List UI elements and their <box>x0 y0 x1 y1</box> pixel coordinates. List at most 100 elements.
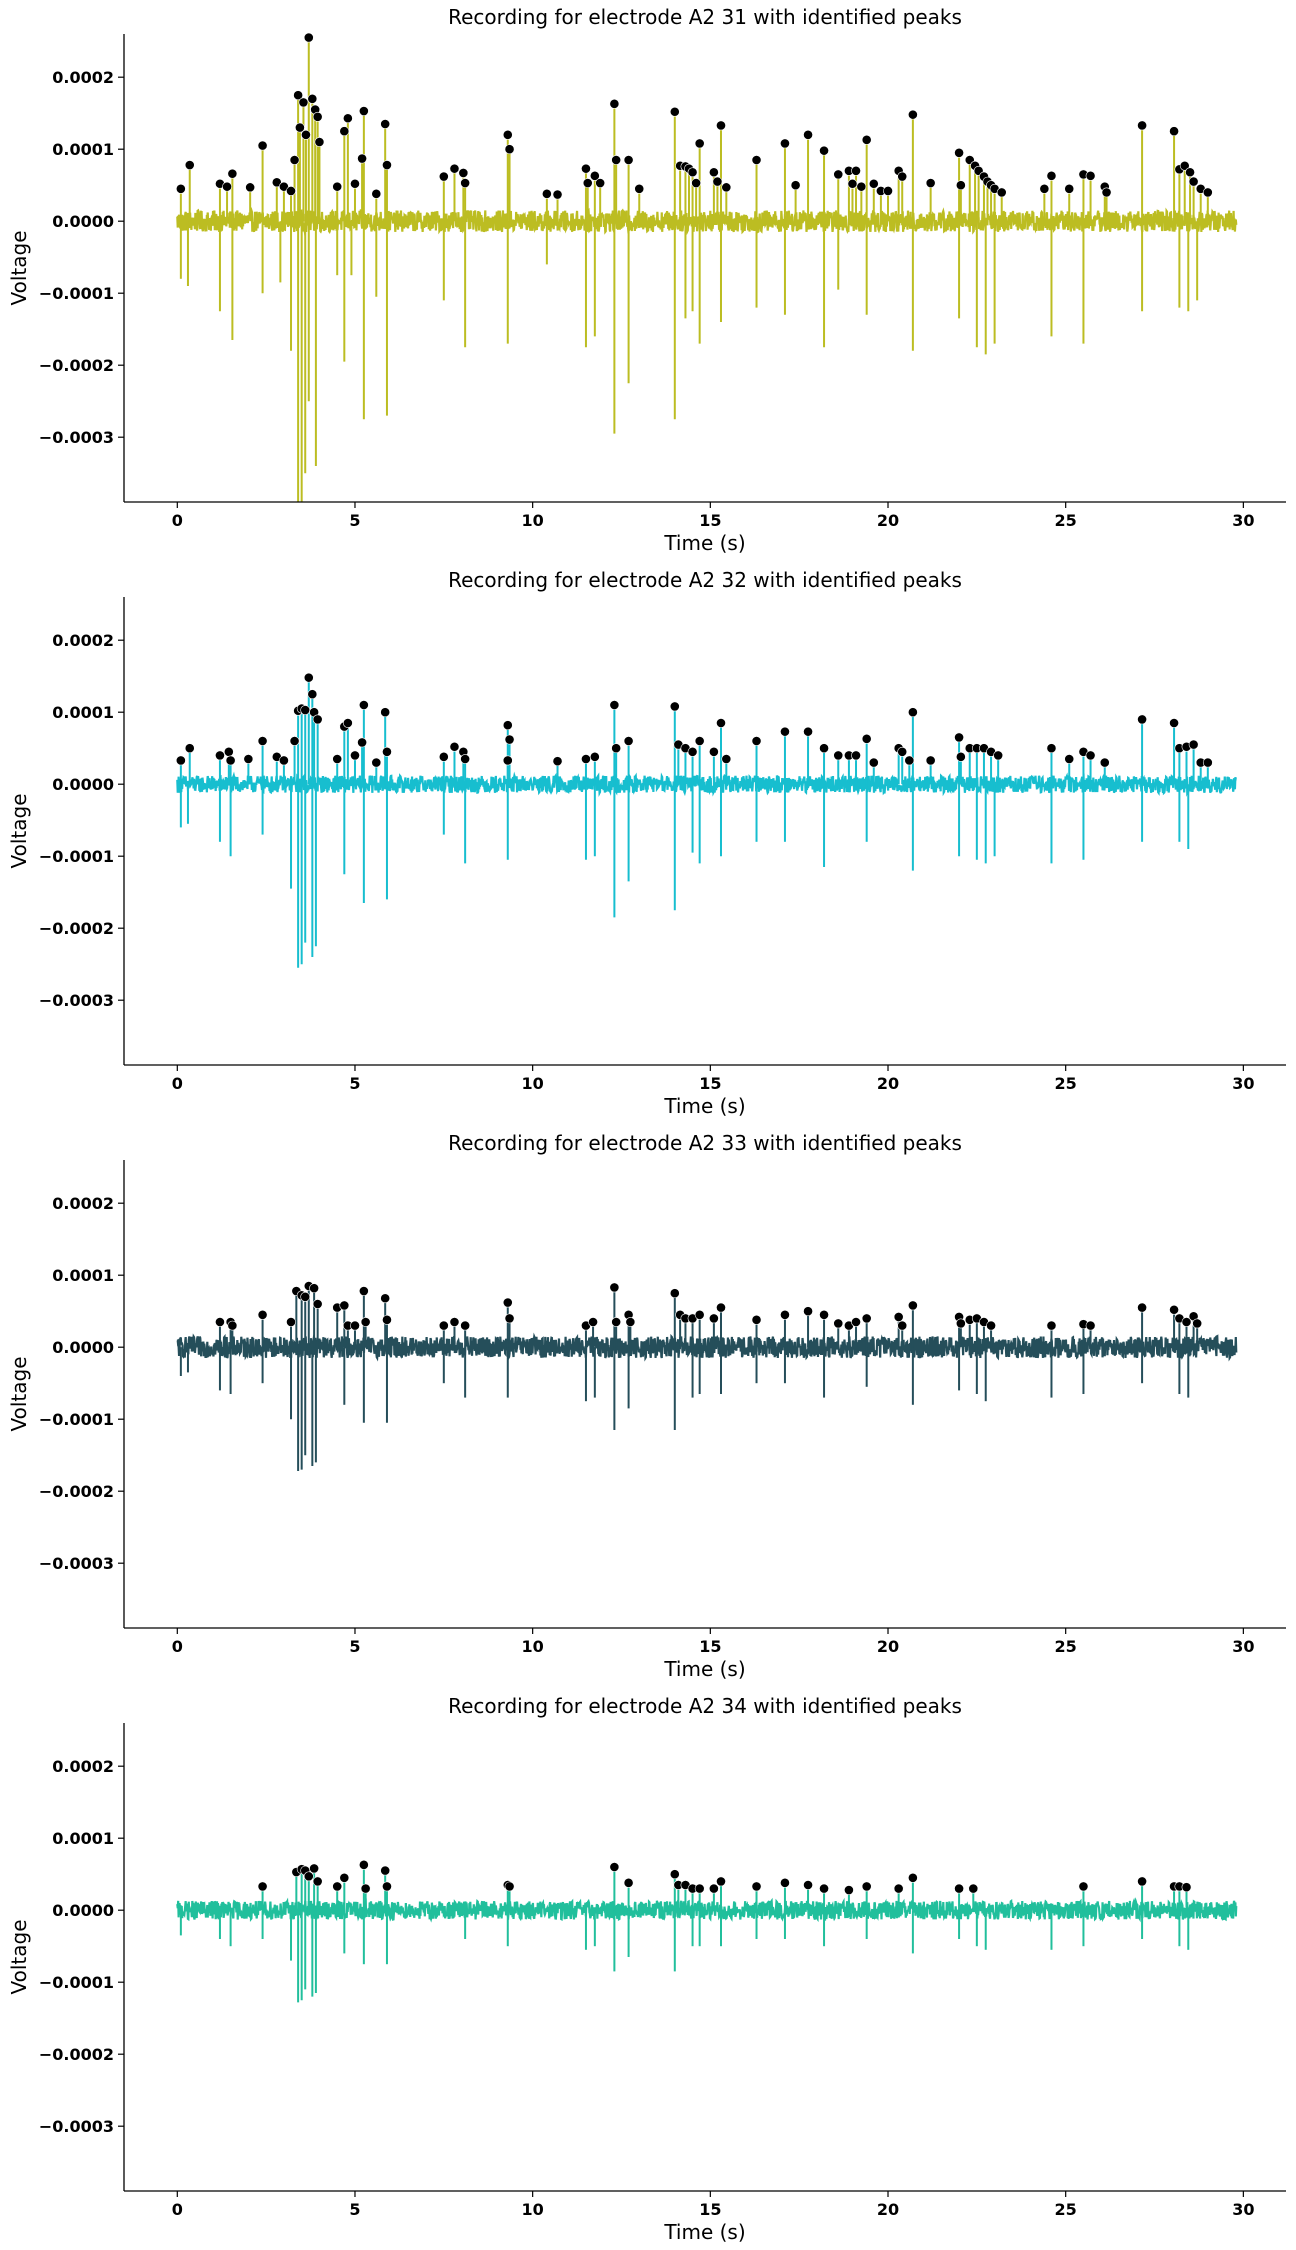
peak-marker <box>595 178 606 188</box>
peak-marker <box>1101 187 1112 198</box>
peak-marker <box>883 186 893 196</box>
peak-marker <box>303 32 314 43</box>
peak-marker <box>552 756 563 767</box>
peak-marker <box>380 1293 391 1304</box>
peak-marker <box>502 720 513 731</box>
x-axis-label: Time (s) <box>663 1094 745 1118</box>
peak-marker <box>893 1312 904 1322</box>
y-tick-label: 0.0000 <box>52 212 114 231</box>
peak-marker <box>1202 187 1213 198</box>
peak-marker <box>223 746 234 757</box>
peak-marker <box>708 167 719 178</box>
peak-marker <box>1188 176 1199 187</box>
peak-marker <box>225 755 236 766</box>
peak-marker <box>708 1313 719 1324</box>
x-axis-label: Time (s) <box>663 1657 745 1681</box>
peak-marker <box>289 736 300 746</box>
x-tick-label: 20 <box>877 1637 899 1656</box>
peak-marker <box>780 726 790 737</box>
x-tick-label: 20 <box>877 511 899 530</box>
peak-marker <box>851 165 861 176</box>
peak-marker <box>312 1299 323 1309</box>
x-tick-label: 25 <box>1055 1637 1077 1656</box>
peak-marker <box>227 168 238 179</box>
peak-marker <box>669 1288 680 1299</box>
peak-marker <box>1179 160 1190 171</box>
peak-marker <box>609 1282 620 1293</box>
peak-marker <box>861 733 872 744</box>
x-tick-label: 25 <box>1055 511 1077 530</box>
peak-marker <box>502 1297 513 1308</box>
peak-marker <box>339 1872 350 1883</box>
peak-marker <box>687 746 698 757</box>
peak-marker <box>907 707 918 718</box>
peak-marker <box>257 1881 268 1892</box>
peak-marker <box>581 754 591 764</box>
peak-marker <box>861 1313 872 1324</box>
peak-marker <box>184 743 195 754</box>
peak-marker <box>243 754 254 764</box>
y-tick-label: 0.0000 <box>52 775 114 794</box>
x-tick-label: 0 <box>172 1637 183 1656</box>
peak-marker <box>893 1883 904 1894</box>
peak-marker <box>358 1286 369 1296</box>
peak-marker <box>1137 120 1147 131</box>
peak-marker <box>438 171 449 182</box>
peak-marker <box>634 183 645 194</box>
y-tick-label: −0.0002 <box>39 919 114 938</box>
peak-marker <box>954 732 964 743</box>
peak-marker <box>721 754 732 764</box>
signal-trace <box>176 1897 1238 1923</box>
peak-marker <box>438 1320 449 1331</box>
peak-marker <box>897 1320 908 1331</box>
peak-marker <box>803 129 813 140</box>
peak-marker <box>1202 757 1213 768</box>
peak-marker <box>504 144 515 155</box>
peak-marker <box>358 106 369 116</box>
peak-marker <box>819 1309 829 1320</box>
peak-marker <box>460 178 471 188</box>
peak-marker <box>357 737 367 748</box>
peak-marker <box>1046 170 1057 181</box>
peak-marker <box>1192 1318 1203 1329</box>
y-tick-label: −0.0003 <box>39 1554 114 1573</box>
y-tick-label: −0.0002 <box>39 2045 114 2064</box>
x-tick-label: 25 <box>1055 1074 1077 1093</box>
peak-marker <box>856 181 867 192</box>
peak-marker <box>1169 718 1179 728</box>
y-tick-label: −0.0001 <box>39 284 114 303</box>
y-axis-label: Voltage <box>7 230 31 305</box>
peak-marker <box>623 736 634 746</box>
peak-marker <box>382 746 392 757</box>
peak-marker <box>286 1317 296 1327</box>
x-tick-label: 10 <box>522 511 544 530</box>
peak-marker <box>350 1320 360 1331</box>
x-tick-label: 30 <box>1232 1637 1254 1656</box>
peak-marker <box>1188 739 1199 750</box>
peak-marker <box>312 1876 323 1887</box>
peak-marker <box>309 1863 320 1874</box>
peak-marker <box>803 726 813 737</box>
peak-marker <box>382 160 392 170</box>
peak-marker <box>332 181 343 192</box>
peak-marker <box>907 109 918 120</box>
x-tick-label: 5 <box>349 1074 360 1093</box>
peak-marker <box>780 138 790 149</box>
peak-marker <box>1169 1304 1179 1315</box>
peak-marker <box>1137 714 1147 725</box>
peak-marker <box>460 1320 471 1331</box>
peak-marker <box>1137 1302 1147 1313</box>
peak-marker <box>716 718 726 728</box>
peak-marker <box>360 1317 371 1327</box>
peak-marker <box>897 746 908 757</box>
y-axis-label: Voltage <box>7 793 31 868</box>
x-tick-label: 20 <box>877 1074 899 1093</box>
peak-marker <box>907 1300 918 1311</box>
peak-marker <box>449 741 460 752</box>
peak-marker <box>301 129 311 140</box>
x-tick-label: 5 <box>349 1637 360 1656</box>
peak-marker <box>438 751 449 762</box>
peak-marker <box>847 178 858 189</box>
peak-marker <box>382 1314 392 1325</box>
peak-marker <box>611 155 622 165</box>
